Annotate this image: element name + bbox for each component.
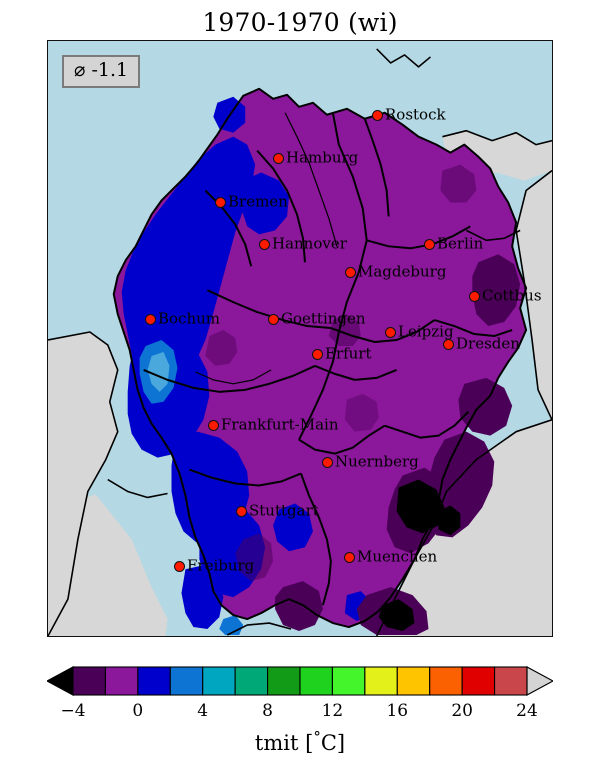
colorbar-tick-label: 0 [132,701,144,721]
colorbar-band [267,666,301,696]
city-label: Nuernberg [335,452,419,471]
city-dot-icon [384,326,396,338]
colorbar-unit: C] [320,731,346,755]
colorbar-band [202,666,236,696]
colorbar-ticks: −4 0 4 8 12 16 20 24 [47,701,553,727]
figure-title: 1970-1970 (wi) [202,8,398,37]
city-dot-icon [267,313,279,325]
map-panel: ⌀ -1.1 Rostock Hamburg Bremen Hannover Berli… [47,40,553,637]
colorbar-band [331,666,366,696]
colorbar-tick-label: −4 [60,701,86,721]
city-label: Muenchen [357,547,438,566]
colorbar-tick-label: 8 [262,701,273,721]
colorbar[interactable] [47,663,553,703]
city-label: Magdeburg [358,262,447,281]
colorbar-over-arrow [526,665,553,697]
domain-mean-badge: ⌀ -1.1 [62,55,141,88]
city-dot-icon [272,152,284,164]
city-dot-icon [371,109,383,121]
colorbar-tick-label: 20 [451,701,473,721]
city-label: Erfurt [325,344,372,363]
colorbar-band [396,666,431,696]
city-dot-icon [173,560,185,572]
colorbar-band [137,666,171,696]
colorbar-bands [47,665,553,697]
colorbar-band [72,666,106,696]
city-dot-icon [343,551,355,563]
city-dot-icon [207,419,219,431]
city-label: Leipzig [398,322,454,341]
colorbar-band [364,666,398,696]
city-dot-icon [442,338,454,350]
city-label: Goettingen [281,309,366,328]
colorbar-tick-label: 4 [197,701,209,721]
city-label: Freiburg [187,556,255,575]
colorbar-band [299,666,333,696]
city-label: Stuttgart [249,501,319,520]
colorbar-band [234,666,269,696]
city-dot-icon [258,238,270,250]
city-label: Dresden [456,334,520,353]
city-label: Hamburg [286,148,359,167]
colorbar-under-arrow [47,665,74,697]
city-dot-icon [321,456,333,468]
city-dot-icon [144,313,156,325]
colorbar-tick-label: 12 [321,701,344,721]
colorbar-tick-label: 24 [516,701,538,721]
degree-symbol: ° [313,728,321,746]
colorbar-band [169,666,204,696]
colorbar-canvas [47,665,553,697]
colorbar-band [494,666,528,696]
city-label: Bremen [228,192,288,211]
city-dot-icon [468,290,480,302]
neighbor-borders-layer [48,48,552,636]
colorbar-band [104,666,139,696]
colorbar-tick-label: 16 [386,701,409,721]
city-label: Hannover [272,234,347,253]
colorbar-variable: tmit [ [254,731,314,755]
colorbar-band [429,666,463,696]
colorbar-axis-label: tmit [°C] [0,728,600,756]
city-label: Frankfurt-Main [221,415,339,434]
city-label: Cottbus [482,286,542,305]
colorbar-band [461,666,496,696]
city-dot-icon [311,348,323,360]
city-label: Berlin [437,234,484,253]
city-dot-icon [423,238,435,250]
city-dot-icon [214,196,226,208]
city-label: Rostock [385,105,446,124]
city-dot-icon [344,266,356,278]
city-dot-icon [235,505,247,517]
city-label: Bochum [158,309,220,328]
